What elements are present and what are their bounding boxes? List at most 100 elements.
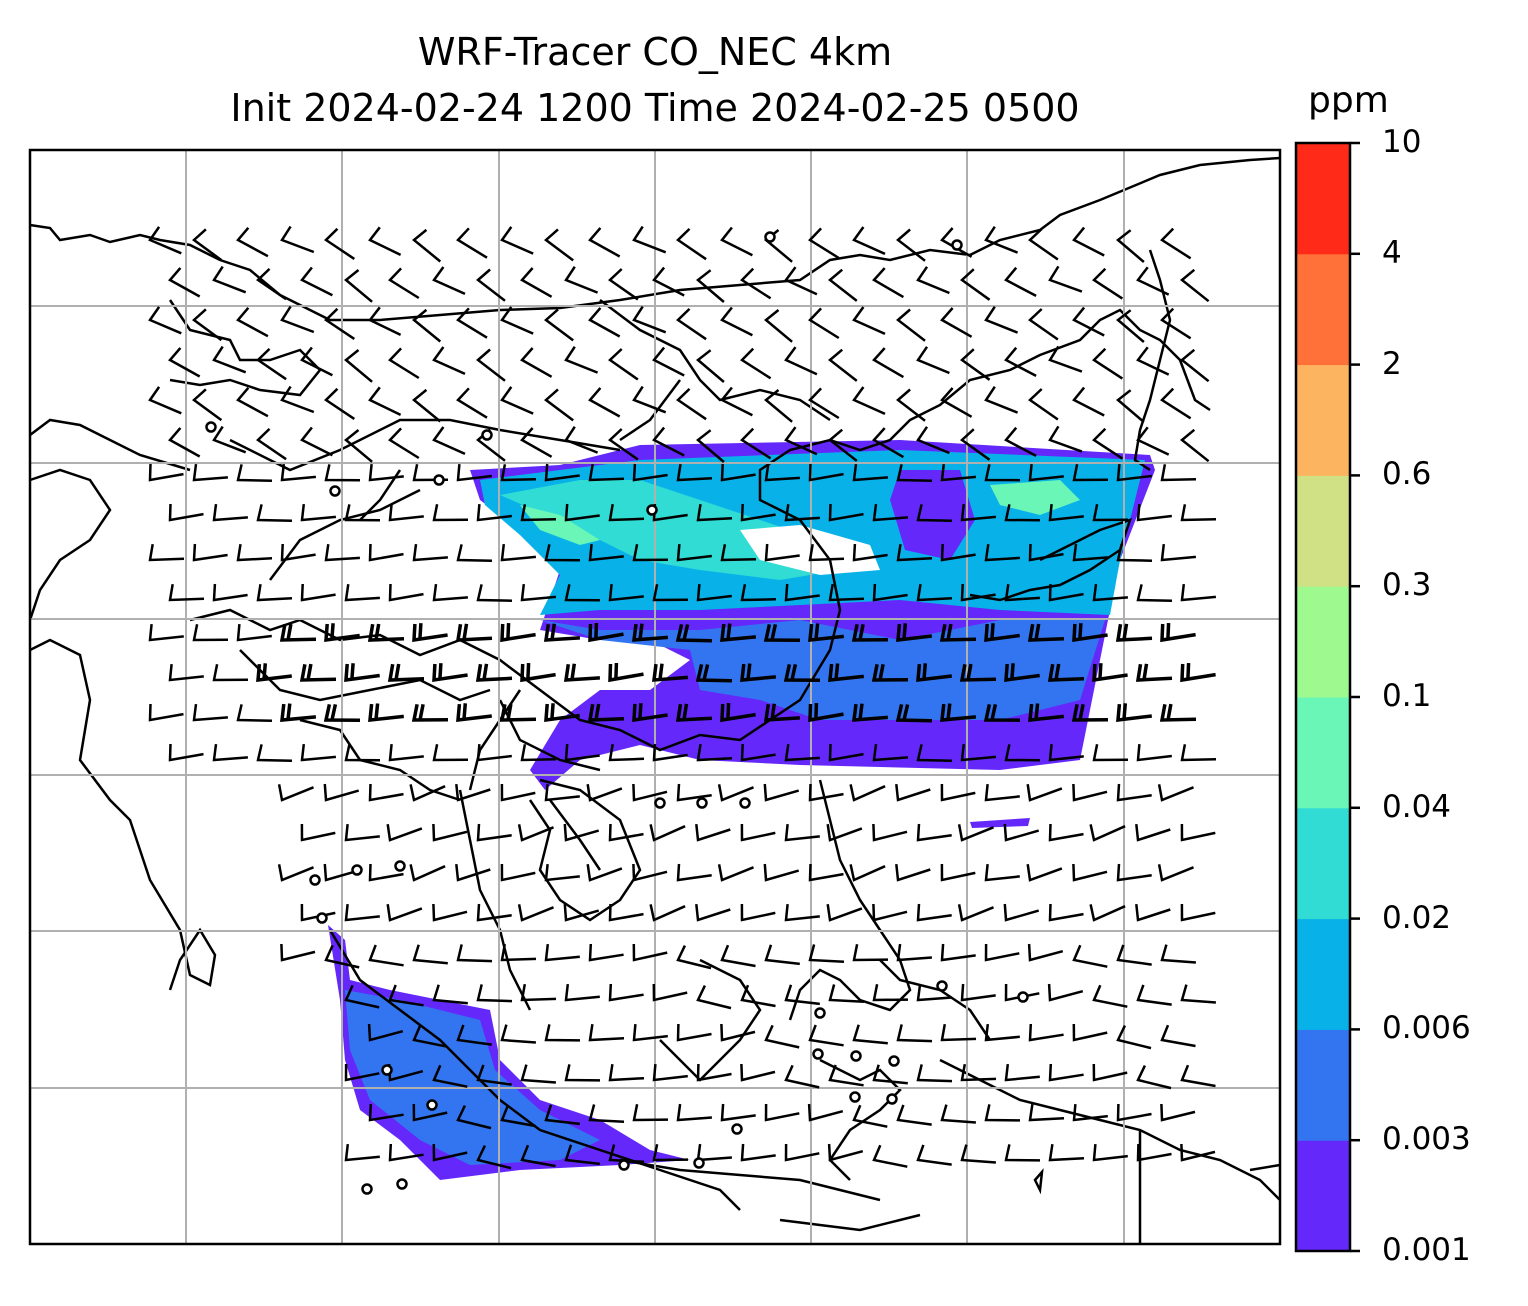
- wind-barb: [696, 1063, 732, 1082]
- wind-barb: [344, 744, 381, 762]
- wind-barb: [500, 543, 537, 562]
- colorbar-segment: [1296, 697, 1350, 809]
- wind-barb: [192, 308, 223, 342]
- wind-barb: [388, 583, 424, 602]
- wind-barb: [720, 226, 753, 257]
- wind-barb: [826, 904, 863, 922]
- wind-barb: [236, 704, 273, 722]
- wind-barb: [828, 583, 865, 602]
- wind-barb: [432, 266, 466, 296]
- wind-barb: [720, 944, 756, 968]
- wind-barb: [520, 983, 557, 1002]
- wind-barb: [1028, 1104, 1065, 1122]
- wind-barb: [720, 386, 753, 417]
- wind-barb: [1136, 584, 1173, 602]
- calm-wind-marker: [381, 1064, 393, 1076]
- wind-barb: [388, 743, 424, 762]
- wind-barb: [784, 823, 820, 842]
- wind-barb: [1048, 503, 1084, 522]
- wind-barb: [1028, 463, 1064, 482]
- wind-barb: [740, 347, 772, 380]
- calm-wind-marker: [361, 1183, 373, 1195]
- wind-barb: [368, 463, 404, 482]
- wind-barb: [300, 583, 336, 602]
- wind-barb: [764, 389, 793, 423]
- wind-barb: [544, 703, 580, 723]
- wind-barb: [764, 944, 800, 966]
- wind-barb: [720, 306, 753, 337]
- wind-barb: [1116, 1025, 1152, 1050]
- wind-barb: [456, 703, 493, 722]
- wind-barb: [696, 985, 732, 1010]
- wind-barb: [588, 463, 625, 482]
- wind-barb: [299, 663, 337, 682]
- wind-barb: [344, 984, 380, 1009]
- wind-barb: [676, 1103, 712, 1122]
- wind-barb: [896, 388, 926, 422]
- wind-barb: [608, 662, 644, 683]
- wind-barb: [652, 1063, 688, 1082]
- wind-barb: [828, 984, 865, 1004]
- wind-barb: [828, 743, 864, 762]
- wind-barb: [717, 864, 754, 882]
- wind-barb: [808, 227, 840, 260]
- wind-barb: [631, 623, 669, 642]
- wind-barb: [960, 1063, 997, 1082]
- wind-barb: [784, 1143, 820, 1162]
- wind-barb: [476, 503, 512, 522]
- wind-barb: [1072, 623, 1108, 643]
- wind-barb: [212, 345, 247, 374]
- tracer-band-north-green2: [520, 505, 600, 545]
- wind-barb: [1115, 623, 1153, 642]
- wind-barb: [608, 1144, 645, 1164]
- calm-wind-marker: [481, 429, 493, 441]
- wind-barb: [763, 624, 801, 642]
- wind-barb: [564, 584, 601, 602]
- colorbar-tick-label: 0.3: [1382, 567, 1432, 604]
- wind-barb: [872, 984, 909, 1002]
- wind-barb: [1136, 346, 1170, 376]
- wind-barb: [1072, 944, 1108, 968]
- wind-barb: [1157, 784, 1194, 802]
- wind-barb: [520, 504, 557, 522]
- wind-barb: [1092, 744, 1129, 762]
- wind-barb: [696, 504, 733, 522]
- colorbar-tick-label: 0.6: [1382, 456, 1432, 493]
- wind-barb: [808, 463, 844, 482]
- calm-wind-marker: [693, 1157, 705, 1169]
- wind-barb: [256, 268, 287, 301]
- wind-barb: [499, 703, 537, 722]
- wind-barb: [1160, 227, 1192, 260]
- wind-barb: [456, 1105, 492, 1130]
- wind-barb: [1180, 1064, 1216, 1088]
- wind-barb: [808, 543, 845, 562]
- wind-barb: [1048, 1144, 1085, 1162]
- wind-barb: [676, 863, 712, 882]
- wind-barb: [916, 1064, 953, 1083]
- wind-barb: [807, 1103, 844, 1122]
- wind-barb: [1116, 863, 1152, 882]
- wind-barb: [1180, 984, 1216, 1004]
- wind-barb: [720, 463, 756, 482]
- wind-barb: [740, 427, 772, 460]
- wind-barb: [520, 583, 557, 602]
- wind-barb: [1048, 903, 1084, 922]
- wind-barb: [1135, 823, 1171, 842]
- wind-barb: [784, 346, 818, 376]
- wind-barb: [784, 504, 820, 522]
- wind-barb: [784, 984, 820, 1006]
- wind-barb: [717, 784, 754, 802]
- wind-barb: [412, 623, 448, 643]
- wind-barb: [632, 863, 668, 882]
- wind-barb: [324, 464, 361, 482]
- wind-barb: [984, 783, 1020, 802]
- wind-barb: [632, 1023, 668, 1042]
- wind-barb: [1048, 823, 1084, 842]
- wind-barb: [740, 584, 777, 602]
- wind-barb: [324, 944, 360, 969]
- wind-barb: [649, 824, 686, 842]
- wind-barb: [1004, 1063, 1040, 1082]
- wind-barb: [476, 584, 513, 602]
- wind-barb: [652, 983, 688, 1002]
